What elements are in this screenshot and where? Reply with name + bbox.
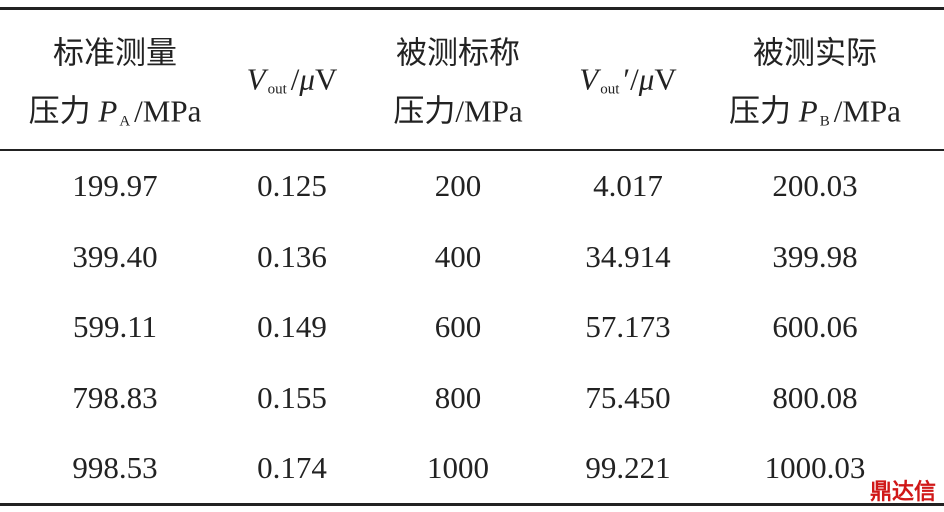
- watermark: 鼎达信: [869, 480, 936, 505]
- header-subscript: out: [267, 81, 287, 98]
- table-cell: 200: [434, 168, 482, 203]
- header-line: 压力 P A/MPa: [29, 86, 202, 131]
- header-subscript: A: [119, 113, 131, 130]
- table-cell: 400: [434, 238, 482, 274]
- table-cell: 34.914: [585, 238, 671, 274]
- header-unit: ′/: [623, 61, 639, 97]
- header-line: 压力 P B/MPa: [729, 86, 901, 131]
- header-symbol: P: [98, 93, 118, 129]
- header-unit: μ: [299, 61, 315, 97]
- table-cell: 1000.03: [764, 450, 866, 485]
- header-line: 被测实际: [753, 35, 877, 71]
- table-cell: 1000: [427, 450, 489, 485]
- table-cell: 998.53: [72, 450, 158, 485]
- header-symbol: V: [246, 61, 266, 97]
- header-text: 压力: [28, 93, 91, 129]
- header-unit: /MPa: [134, 93, 202, 129]
- header-text: 压力: [729, 93, 792, 129]
- table-cell: 600: [434, 309, 482, 344]
- table-cell: 57.173: [585, 309, 671, 344]
- header-unit: μ: [638, 61, 655, 97]
- table-cell: 399.98: [772, 238, 858, 274]
- table-cell: 200.03: [772, 168, 858, 203]
- header-symbol: V: [579, 61, 599, 97]
- table-cell: 600.06: [772, 309, 858, 344]
- table-cell: 99.221: [585, 450, 671, 485]
- header-unit: /: [290, 61, 300, 97]
- header-unit: V: [314, 61, 338, 97]
- bottom-rule: [0, 503, 944, 506]
- table-cell: 0.149: [257, 309, 327, 344]
- table-cell: 4.017: [593, 168, 663, 203]
- header-subscript: B: [819, 113, 830, 130]
- table-cell: 800.08: [772, 379, 858, 415]
- header-subscript: out: [600, 81, 620, 98]
- table-cell: 0.174: [257, 450, 327, 485]
- table-cell: 199.97: [72, 168, 158, 203]
- header-line: 压力/MPa: [393, 93, 523, 129]
- header-unit: V: [654, 61, 677, 97]
- header-line: 被测标称: [396, 35, 520, 71]
- table-cell: 0.155: [257, 379, 327, 415]
- table-cell: 399.40: [72, 238, 158, 274]
- header-symbol: P: [798, 93, 818, 129]
- table-cell: 75.450: [585, 379, 671, 415]
- table-cell: 0.125: [257, 168, 327, 203]
- table-cell: 599.11: [72, 309, 158, 344]
- header-line: 标准测量: [53, 35, 177, 71]
- header-rule: [0, 149, 944, 151]
- top-rule: [0, 7, 944, 10]
- table-cell: 0.136: [257, 238, 327, 274]
- header-unit: /MPa: [833, 93, 901, 129]
- table-cell: 800: [434, 379, 482, 415]
- table-cell: 798.83: [72, 379, 158, 415]
